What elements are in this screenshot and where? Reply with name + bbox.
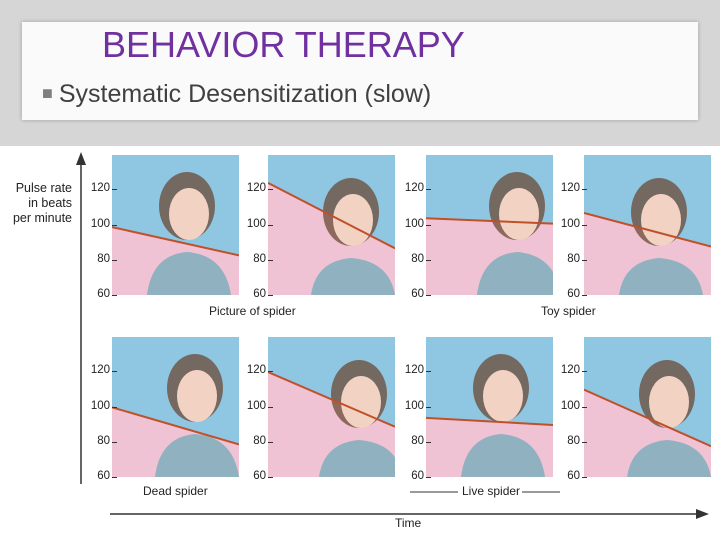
figure-face bbox=[483, 370, 523, 422]
header-card: BEHAVIOR THERAPY ■ Systematic Desensitiza… bbox=[22, 22, 698, 120]
pulse-trend-line bbox=[268, 371, 395, 428]
stage-label-picture: Picture of spider bbox=[209, 304, 296, 318]
figure-shoulders bbox=[477, 252, 553, 295]
figure-face bbox=[499, 188, 539, 240]
illustration-panel bbox=[268, 337, 395, 477]
tick-label: 120 bbox=[396, 182, 431, 194]
figure-shoulders bbox=[155, 434, 239, 477]
tick-label: 100 bbox=[396, 400, 431, 412]
figure-face bbox=[333, 194, 373, 246]
illustration-panel bbox=[112, 337, 239, 477]
slide-title: BEHAVIOR THERAPY bbox=[102, 24, 465, 65]
pulse-trend-line bbox=[426, 217, 553, 225]
pulse-trend-line bbox=[584, 211, 711, 248]
figure-shoulders bbox=[311, 258, 395, 295]
y-axis-label-line: in beats bbox=[28, 196, 72, 210]
figure-shoulders bbox=[461, 434, 545, 477]
figure-shoulders bbox=[319, 440, 395, 477]
x-axis-label: Time bbox=[395, 516, 422, 530]
tick-label: 120 bbox=[552, 182, 587, 194]
tick-label: 80 bbox=[396, 435, 431, 447]
y-axis-label-line: per minute bbox=[12, 211, 72, 225]
tick-label: 100 bbox=[396, 218, 431, 230]
illustration-panel bbox=[426, 155, 553, 295]
figure-face bbox=[641, 194, 681, 246]
pulse-trend-line bbox=[112, 226, 239, 257]
tick-label: 100 bbox=[238, 400, 273, 412]
figure-shoulders bbox=[627, 440, 711, 477]
stage-label-dead: Dead spider bbox=[143, 484, 208, 498]
tick-label: 80 bbox=[238, 435, 273, 447]
square-bullet-icon: ■ bbox=[42, 83, 53, 103]
tick-label: 100 bbox=[552, 400, 587, 412]
pulse-trend-line bbox=[426, 416, 553, 426]
figure-shoulders bbox=[619, 258, 703, 295]
bullet-item: ■ Systematic Desensitization (slow) bbox=[42, 80, 431, 109]
stage-label-toy: Toy spider bbox=[541, 304, 596, 318]
tick-label: 120 bbox=[396, 364, 431, 376]
tick-label: 60 bbox=[396, 470, 431, 482]
figure-shoulders bbox=[147, 252, 231, 295]
tick-label: 120 bbox=[238, 364, 273, 376]
tick-label: 100 bbox=[82, 400, 117, 412]
tick-label: 60 bbox=[238, 288, 273, 300]
tick-label: 60 bbox=[238, 470, 273, 482]
stage-label-live: Live spider bbox=[462, 484, 521, 498]
illustration-panel bbox=[426, 337, 553, 477]
tick-label: 80 bbox=[552, 435, 587, 447]
illustration-panel bbox=[112, 155, 239, 295]
tick-label: 80 bbox=[396, 253, 431, 265]
illustration-panel bbox=[584, 337, 711, 477]
tick-label: 100 bbox=[82, 218, 117, 230]
tick-label: 120 bbox=[82, 364, 117, 376]
illustration-panel bbox=[268, 155, 395, 295]
y-axis-arrow-icon bbox=[76, 152, 86, 165]
x-axis-arrow-icon bbox=[696, 509, 709, 519]
pulse-trend-line bbox=[268, 182, 395, 250]
tick-label: 100 bbox=[552, 218, 587, 230]
tick-label: 120 bbox=[82, 182, 117, 194]
figure-face bbox=[169, 188, 209, 240]
figure-face bbox=[649, 376, 689, 428]
tick-label: 60 bbox=[396, 288, 431, 300]
tick-label: 80 bbox=[552, 253, 587, 265]
tick-label: 80 bbox=[82, 435, 117, 447]
pulse-trend-line bbox=[584, 388, 711, 448]
slide-header: BEHAVIOR THERAPY ■ Systematic Desensitiza… bbox=[0, 0, 720, 146]
figure-face bbox=[177, 370, 217, 422]
tick-label: 120 bbox=[552, 364, 587, 376]
tick-label: 80 bbox=[238, 253, 273, 265]
tick-label: 60 bbox=[552, 288, 587, 300]
illustration-panel bbox=[584, 155, 711, 295]
figure-face bbox=[341, 376, 381, 428]
pulse-trend-line bbox=[112, 406, 239, 446]
y-axis-label: Pulse rate in beats per minute bbox=[4, 181, 72, 226]
bullet-text: Systematic Desensitization (slow) bbox=[58, 80, 432, 108]
tick-label: 80 bbox=[82, 253, 117, 265]
tick-label: 60 bbox=[82, 470, 117, 482]
tick-label: 100 bbox=[238, 218, 273, 230]
tick-label: 60 bbox=[552, 470, 587, 482]
tick-label: 120 bbox=[238, 182, 273, 194]
tick-label: 60 bbox=[82, 288, 117, 300]
y-axis-label-line: Pulse rate bbox=[15, 181, 72, 195]
